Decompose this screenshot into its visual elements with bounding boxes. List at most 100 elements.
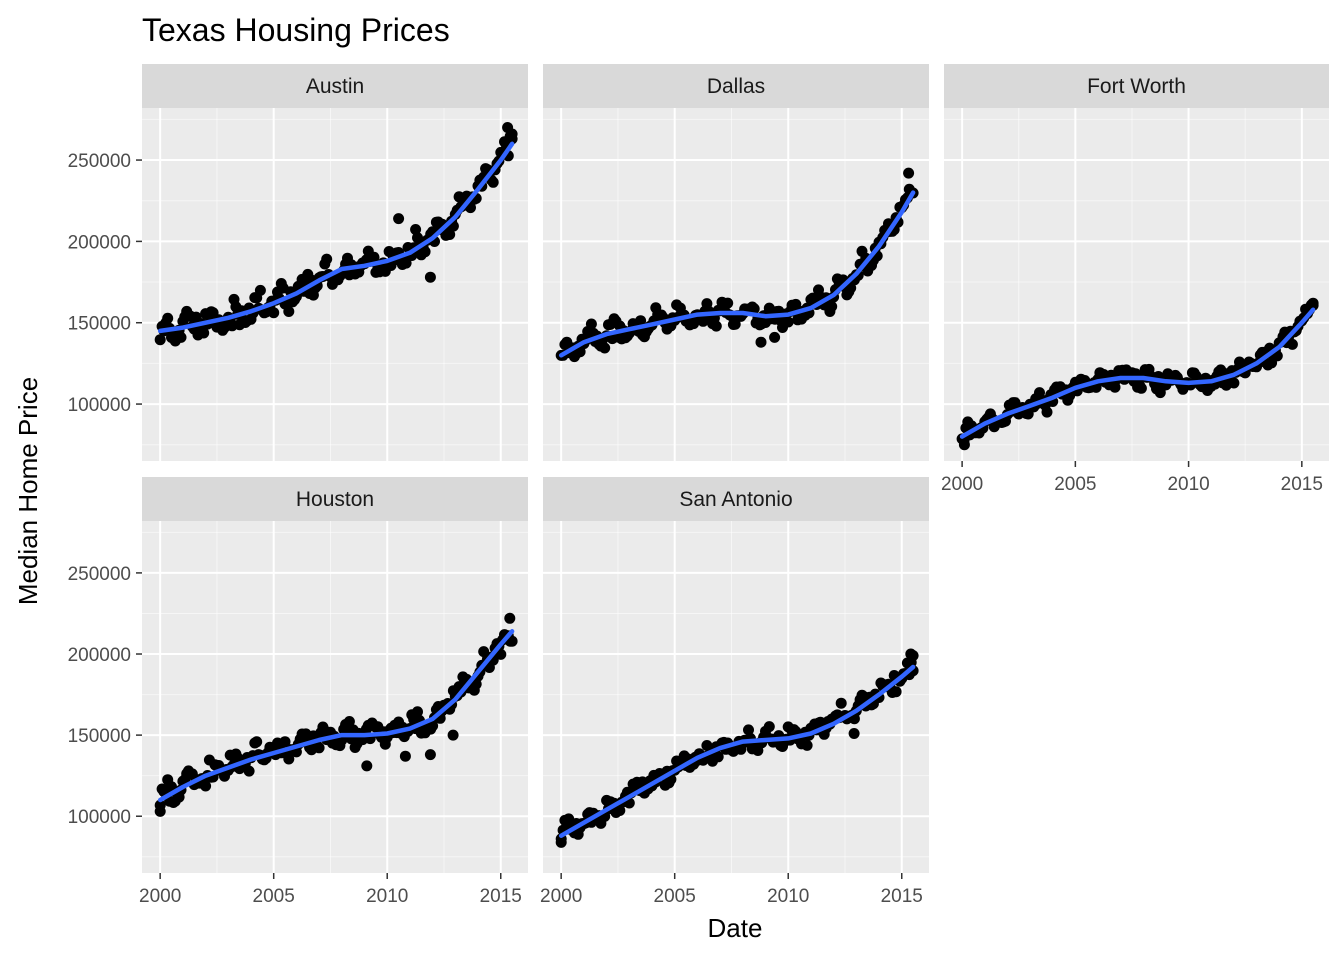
data-point — [614, 805, 626, 816]
data-point — [424, 271, 436, 283]
data-point — [712, 751, 724, 763]
data-point — [504, 612, 516, 624]
data-point — [279, 736, 291, 748]
x-tick-label: 2005 — [654, 886, 696, 907]
data-point — [1135, 382, 1147, 394]
panel-dallas: Dallas — [543, 64, 929, 461]
strip-san-antonio — [543, 477, 929, 521]
strip-label-houston: Houston — [296, 488, 374, 511]
data-point — [400, 257, 412, 269]
data-point — [801, 739, 813, 751]
data-point — [743, 724, 754, 736]
data-point — [1286, 338, 1298, 350]
x-tick-label: 2000 — [540, 886, 582, 907]
data-point — [198, 327, 210, 339]
y-tick-label: 100000 — [68, 807, 131, 828]
strip-houston — [142, 477, 528, 521]
data-point — [268, 307, 280, 319]
data-point — [399, 750, 411, 762]
data-point — [283, 306, 295, 317]
data-point — [848, 728, 860, 739]
strip-label-austin: Austin — [306, 75, 364, 98]
data-point — [506, 635, 518, 647]
x-axis-title: Date — [708, 913, 763, 943]
y-tick-label: 200000 — [68, 232, 131, 253]
y-tick-label: 250000 — [68, 564, 131, 585]
data-point — [495, 648, 507, 660]
x-tick-label: 2005 — [253, 886, 295, 907]
data-point — [890, 686, 902, 698]
data-point — [782, 316, 794, 328]
data-point — [903, 167, 915, 179]
data-point — [393, 213, 405, 225]
smooth-line-dallas — [558, 190, 916, 358]
y-tick-label: 100000 — [68, 395, 131, 416]
panel-bg-houston — [142, 521, 528, 873]
data-point — [729, 318, 741, 330]
data-point — [835, 697, 847, 709]
data-point — [506, 128, 518, 140]
data-point — [154, 805, 166, 817]
panel-fort-worth: Fort Worth 2000 2005 2010 2015 — [941, 64, 1329, 495]
chart-title: Texas Housing Prices — [142, 12, 450, 48]
x-tick-label: 2000 — [941, 474, 983, 495]
panel-austin: Austin 100000 150000 200000 250000 — [68, 64, 528, 461]
data-point — [283, 753, 295, 765]
data-point — [424, 749, 436, 761]
x-tick-label: 2015 — [881, 886, 923, 907]
strip-label-san-antonio: San Antonio — [679, 488, 792, 511]
panel-san-antonio: San Antonio 2000 2005 2010 2015 — [540, 477, 929, 907]
x-tick-label: 2005 — [1054, 474, 1096, 495]
data-point — [313, 742, 325, 754]
data-point — [419, 246, 431, 258]
data-point — [427, 720, 439, 732]
x-tick-label: 2010 — [366, 886, 408, 907]
y-tick-label: 250000 — [68, 151, 131, 172]
y-tick-label: 150000 — [68, 314, 131, 335]
panel-houston: Houston 100000 150000 200000 250000 2000 2005 2… — [68, 477, 528, 907]
data-point — [907, 650, 919, 662]
data-point — [1262, 359, 1274, 371]
data-point — [412, 706, 423, 718]
strip-dallas — [543, 64, 929, 108]
panel-bg-dallas — [543, 108, 929, 461]
data-point — [599, 342, 611, 354]
x-tick-label: 2000 — [139, 886, 181, 907]
x-tick-label: 2015 — [480, 886, 522, 907]
data-point — [722, 297, 734, 309]
data-point — [251, 736, 263, 748]
data-point — [763, 721, 775, 733]
data-point — [162, 312, 174, 324]
data-point — [343, 716, 355, 727]
data-point — [585, 318, 597, 330]
x-tick-label: 2010 — [767, 886, 809, 907]
data-point — [368, 251, 380, 263]
data-point — [175, 331, 187, 343]
data-point — [1307, 297, 1319, 309]
data-point — [748, 303, 760, 315]
data-point — [444, 229, 456, 240]
points-san-antonio — [555, 648, 919, 848]
data-point — [487, 176, 499, 188]
x-tick-label: 2015 — [1281, 474, 1323, 495]
data-point — [826, 301, 838, 312]
data-point — [755, 336, 767, 348]
data-point — [154, 334, 166, 346]
data-point — [410, 224, 422, 235]
data-point — [710, 320, 722, 332]
data-point — [447, 729, 459, 741]
data-point — [790, 298, 802, 310]
y-tick-label: 150000 — [68, 726, 131, 747]
data-point — [243, 765, 255, 777]
smooth-line-fort-worth — [959, 307, 1316, 439]
y-axis-title: Median Home Price — [13, 377, 43, 605]
data-point — [321, 253, 333, 265]
data-point — [1041, 406, 1053, 418]
data-point — [361, 760, 373, 772]
data-point — [254, 284, 266, 296]
smooth-line-austin — [157, 141, 515, 334]
y-tick-label: 200000 — [68, 645, 131, 666]
strip-austin — [142, 64, 528, 108]
x-tick-label: 2010 — [1167, 474, 1209, 495]
